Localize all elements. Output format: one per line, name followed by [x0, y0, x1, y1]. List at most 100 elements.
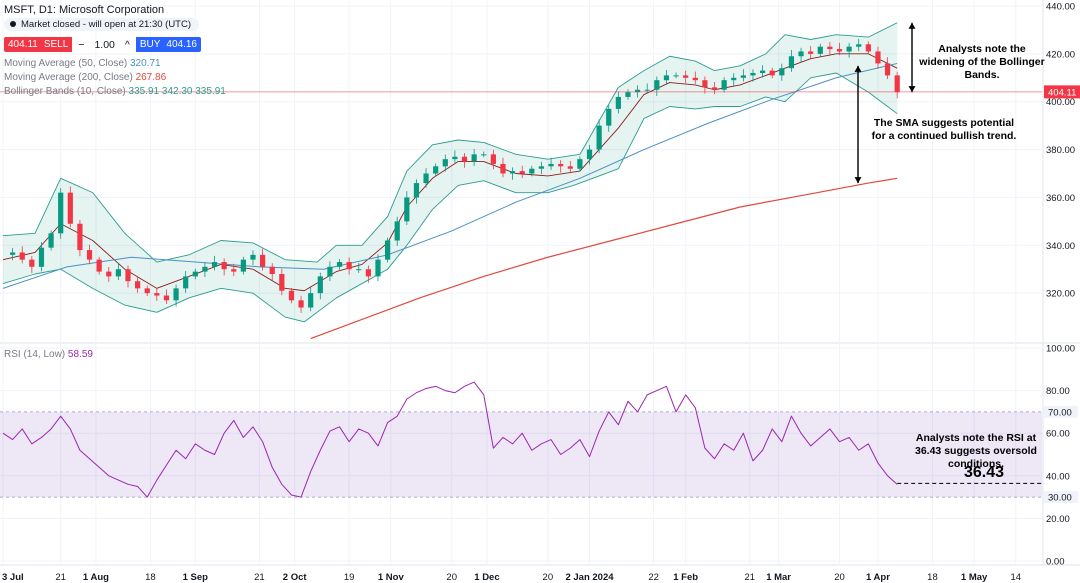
- bollinger-upper-line: [2, 22, 898, 263]
- annotation-sma: The SMA suggests potential for a continu…: [871, 117, 1017, 142]
- candle-body: [856, 44, 862, 47]
- rsi-band-fill: [0, 411, 1042, 498]
- candle: [529, 165, 535, 177]
- candle: [500, 157, 506, 178]
- candle-body: [875, 51, 881, 64]
- annotation-rsi: Analysts note the RSI at 36.43 suggests …: [915, 432, 1037, 470]
- candle-body: [663, 75, 670, 81]
- candle-body: [548, 163, 554, 167]
- candle: [356, 262, 362, 273]
- candle: [702, 76, 708, 94]
- candle-body: [894, 75, 900, 93]
- candle-body: [538, 166, 545, 169]
- candle-body: [279, 274, 285, 291]
- candle: [317, 272, 323, 300]
- candlestick-series[interactable]: [10, 38, 900, 313]
- candle-body: [163, 295, 170, 301]
- candle-body: [192, 271, 198, 277]
- rsi-tick-label: 20.00: [1046, 514, 1070, 525]
- candle-body: [269, 266, 275, 274]
- rsi-band-badge: [1044, 405, 1078, 418]
- minus-icon[interactable]: −: [78, 38, 85, 51]
- candle: [461, 153, 468, 168]
- time-tick-label: 21: [55, 572, 66, 583]
- candle-body: [586, 149, 593, 160]
- legend-rsi[interactable]: RSI (14, Low) 58.59: [4, 349, 93, 360]
- candle-body: [606, 108, 612, 126]
- candle: [211, 255, 218, 271]
- sell-button[interactable]: 404.11 SELL: [4, 37, 73, 52]
- legend-ma50[interactable]: Moving Average (50, Close) 320.71: [4, 58, 161, 69]
- candle: [29, 255, 35, 274]
- candle: [442, 154, 448, 172]
- candle: [288, 287, 295, 304]
- candle-body: [481, 154, 487, 156]
- candle: [163, 289, 170, 305]
- candle-body: [385, 240, 391, 260]
- time-tick-label: 2 Oct: [283, 572, 308, 583]
- candle-body: [144, 288, 150, 294]
- rsi-series: [2, 381, 1042, 498]
- candle-body: [221, 262, 227, 270]
- candle: [615, 91, 621, 114]
- time-tick-label: 21: [254, 572, 265, 583]
- candle: [711, 81, 718, 95]
- candle-body: [558, 163, 564, 167]
- ma50-value: 320.71: [130, 58, 161, 69]
- candle: [567, 160, 573, 174]
- trade-panel: 404.11 SELL − 1.00 ^ BUY 404.16: [4, 37, 201, 52]
- legend-ma200[interactable]: Moving Average (200, Close) 267.86: [4, 72, 166, 83]
- candle: [67, 186, 73, 228]
- candle-body: [423, 173, 429, 184]
- candle: [96, 256, 102, 275]
- time-tick-label: 1 May: [961, 572, 988, 583]
- candle: [894, 71, 900, 99]
- candle-body: [375, 259, 381, 277]
- ma200-value: 267.86: [135, 72, 167, 83]
- candle: [240, 256, 246, 275]
- candle: [86, 244, 93, 265]
- candle: [394, 216, 400, 246]
- plus-icon[interactable]: ^: [124, 38, 130, 51]
- candle-body: [183, 276, 189, 289]
- candle-body: [77, 223, 83, 251]
- rsi-value: 58.59: [67, 349, 93, 360]
- candle: [721, 77, 727, 93]
- quantity-value[interactable]: 1.00: [94, 38, 115, 51]
- candle: [106, 267, 112, 282]
- candle: [577, 156, 583, 172]
- candle-body: [884, 63, 891, 76]
- candle-body: [231, 269, 237, 272]
- time-tick-label: 1 Mar: [766, 572, 791, 583]
- candle-body: [433, 166, 439, 174]
- candle: [10, 247, 16, 261]
- annotation-bollinger: Analysts note the widening of the Bollin…: [919, 43, 1045, 81]
- buy-button[interactable]: BUY 404.16: [135, 37, 201, 52]
- bollinger-fill-area: [3, 22, 898, 322]
- rsi-band-badge: [1044, 491, 1078, 504]
- candle-body: [836, 49, 843, 52]
- candle-body: [731, 77, 737, 81]
- candle: [731, 73, 737, 86]
- time-tick-label: 1 Aug: [83, 572, 109, 583]
- rsi-tick-label: 40.00: [1046, 471, 1070, 482]
- candle-body: [38, 247, 45, 267]
- time-tick-label: 1 Sep: [183, 572, 209, 583]
- price-pane-grid: [0, 0, 1080, 566]
- ma50-label: Moving Average (50, Close): [4, 58, 128, 69]
- rsi-line: [2, 381, 898, 498]
- quantity-stepper[interactable]: − 1.00 ^: [72, 39, 136, 51]
- legend-bollinger[interactable]: Bollinger Bands (10, Close) 335.91 342.3…: [4, 86, 226, 97]
- candle: [269, 263, 275, 281]
- candle-body: [615, 96, 621, 109]
- candle: [173, 284, 179, 307]
- last-price-badge: [1044, 85, 1080, 99]
- candle-body: [673, 75, 679, 77]
- status-dot-icon: [10, 21, 16, 28]
- ma200-line: [310, 177, 898, 340]
- candle-body: [298, 300, 304, 308]
- candle-body: [529, 168, 535, 174]
- candle-body: [135, 281, 141, 289]
